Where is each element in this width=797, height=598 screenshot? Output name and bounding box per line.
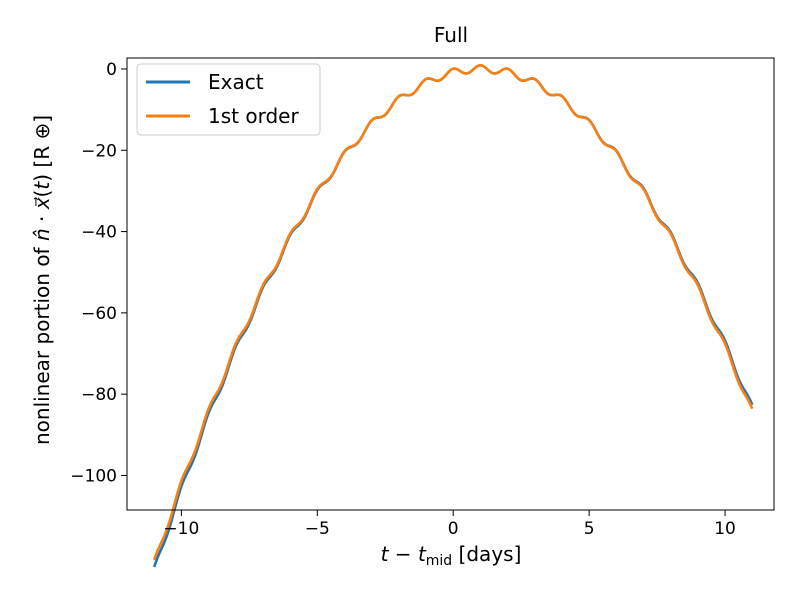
chart-title: Full	[434, 23, 468, 47]
series-line-1	[152, 64, 754, 561]
y-tick-label: −20	[81, 141, 117, 161]
x-tick-label: 5	[584, 519, 595, 539]
series-lines	[152, 64, 754, 568]
legend-label-1st-order: 1st order	[208, 104, 299, 128]
x-axis-label: t − tmid [days]	[381, 542, 522, 569]
x-tick-label: −5	[305, 519, 330, 539]
x-axis: −10 −5 0 5 10	[163, 510, 736, 539]
y-axis: 0 −20 −40 −60 −80 −100	[70, 60, 127, 486]
y-tick-label: −100	[70, 466, 117, 486]
legend-label-exact: Exact	[208, 70, 264, 94]
y-axis-label: nonlinear portion of n̂ · x⃗(t) [R ⊕]	[30, 115, 54, 445]
axes-frame	[126, 57, 775, 511]
y-tick-label: 0	[106, 60, 117, 80]
legend: Exact 1st order	[136, 63, 321, 136]
y-tick-label: −60	[81, 304, 117, 324]
y-tick-label: −40	[81, 223, 117, 243]
series-line-0	[152, 64, 754, 568]
x-tick-label: 0	[448, 519, 459, 539]
x-tick-label: 10	[714, 519, 736, 539]
plot-area	[126, 57, 775, 568]
x-tick-label: −10	[163, 519, 199, 539]
y-tick-label: −80	[81, 385, 117, 405]
